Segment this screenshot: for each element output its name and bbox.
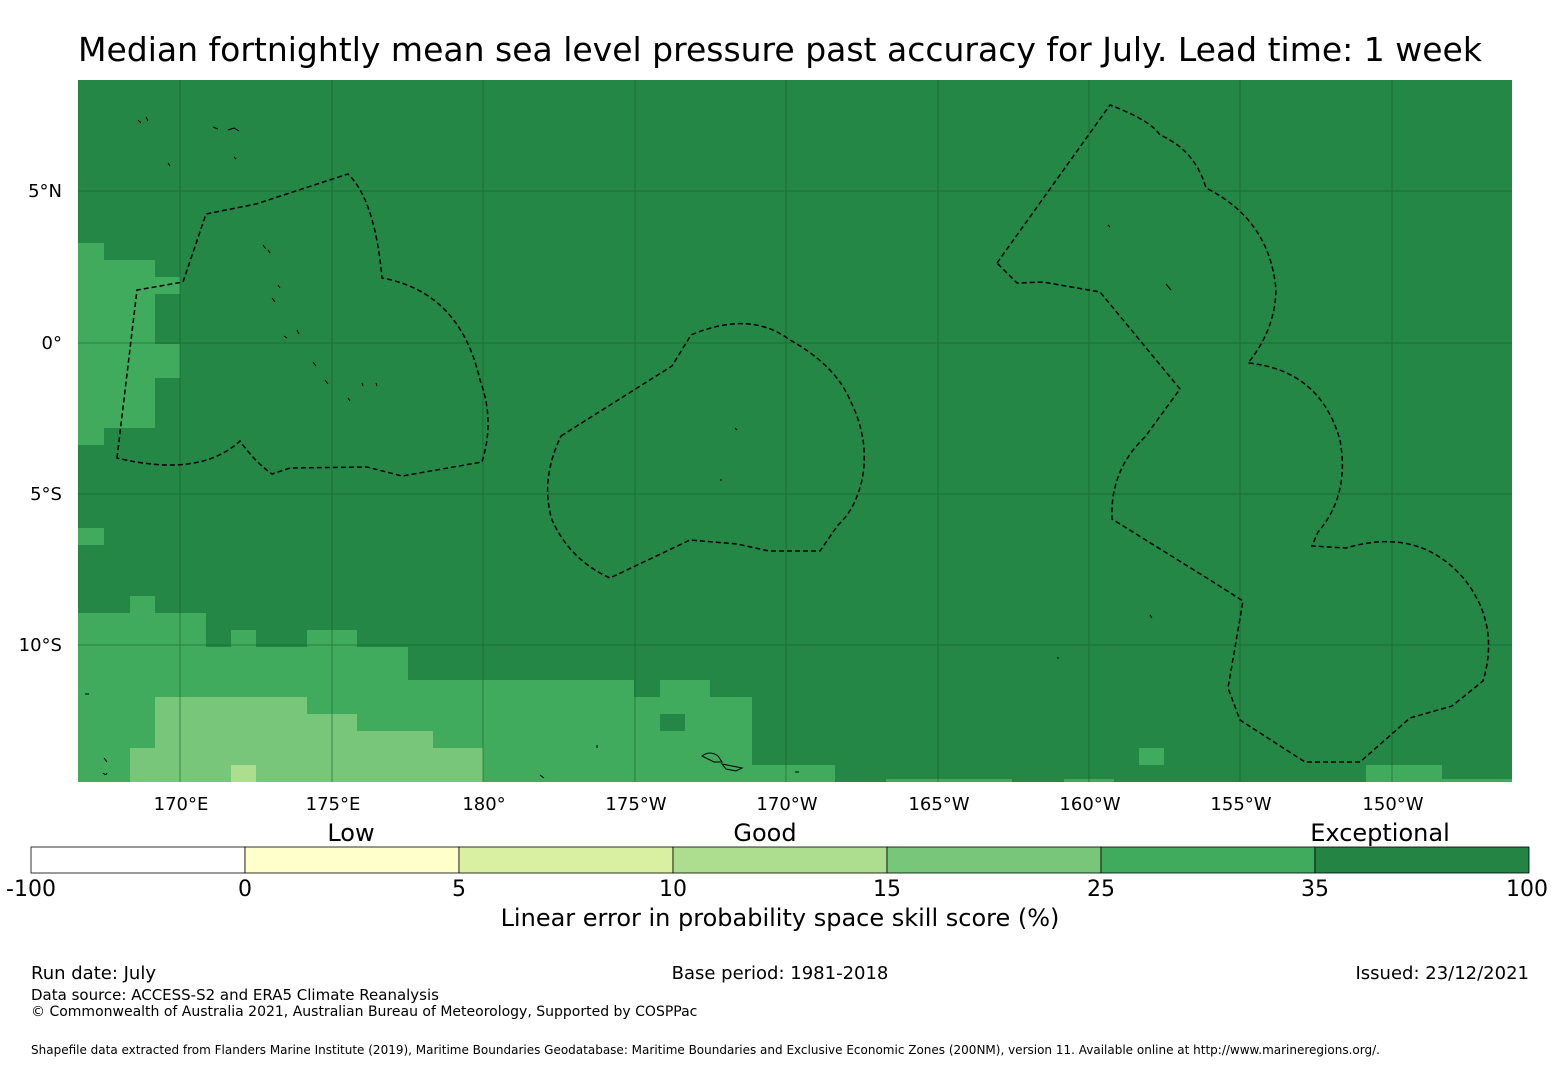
- lon-label: 155°W: [1210, 794, 1271, 815]
- eez-tokelau: [546, 322, 866, 579]
- lon-label: 150°W: [1362, 794, 1423, 815]
- colorbar-tick: 0: [238, 877, 252, 902]
- lat-label: 0°: [42, 333, 62, 354]
- lat-label: 10°S: [19, 635, 62, 656]
- map-title: Median fortnightly mean sea level pressu…: [78, 30, 1482, 69]
- colorbar-swatch: [244, 846, 460, 874]
- gridlines: [78, 80, 1512, 782]
- lon-label: 175°W: [605, 794, 666, 815]
- lon-label: 170°E: [154, 794, 209, 815]
- colorbar-tick: 100: [1506, 877, 1548, 902]
- colorbar: [30, 846, 1530, 874]
- eez-boundaries: [116, 104, 1490, 763]
- run-date: Run date: July: [31, 963, 156, 984]
- colorbar-title: Linear error in probability space skill …: [500, 904, 1060, 932]
- lat-label: 5°S: [30, 484, 62, 505]
- colorbar-tick: 25: [1087, 877, 1115, 902]
- colorbar-category-labels: Low Good Exceptional: [327, 819, 1449, 847]
- base-period: Base period: 1981-2018: [671, 963, 889, 984]
- colorbar-tick: 5: [452, 877, 466, 902]
- colorbar-swatch: [30, 846, 246, 874]
- copyright: © Commonwealth of Australia 2021, Austra…: [31, 1004, 698, 1020]
- colorbar-tick: 10: [659, 877, 687, 902]
- category-label-exceptional: Exceptional: [1310, 819, 1450, 847]
- colorbar-tick: 35: [1301, 877, 1329, 902]
- lon-label: 180°: [462, 794, 505, 815]
- colorbar-tick: 15: [873, 877, 901, 902]
- lon-label: 175°E: [306, 794, 361, 815]
- eez-kiribati-line: [996, 104, 1490, 763]
- lon-label: 170°W: [756, 794, 817, 815]
- colorbar-swatch: [1100, 846, 1316, 874]
- category-label-good: Good: [733, 819, 796, 847]
- coastlines: [85, 116, 1172, 779]
- colorbar-swatch: [458, 846, 674, 874]
- colorbar-tick: -100: [6, 877, 56, 902]
- lon-label: 160°W: [1059, 794, 1120, 815]
- colorbar-swatch: [1314, 846, 1530, 874]
- longitude-labels: 170°E 175°E 180° 175°W 170°W 165°W 160°W…: [154, 794, 1424, 815]
- lon-label: 165°W: [908, 794, 969, 815]
- lat-label: 5°N: [28, 181, 62, 202]
- category-label-low: Low: [327, 819, 374, 847]
- data-source: Data source: ACCESS-S2 and ERA5 Climate …: [31, 986, 439, 1004]
- latitude-labels: 5°N 0° 5°S 10°S: [19, 181, 62, 656]
- shapefile-credit: Shapefile data extracted from Flanders M…: [31, 1043, 1380, 1057]
- colorbar-swatch: [886, 846, 1102, 874]
- colorbar-swatch: [672, 846, 888, 874]
- colorbar-tick-labels: -100 0 5 10 15 25 35 100: [6, 877, 1548, 902]
- issued-date: Issued: 23/12/2021: [1355, 963, 1529, 984]
- eez-kiribati-gilbert: [116, 173, 489, 477]
